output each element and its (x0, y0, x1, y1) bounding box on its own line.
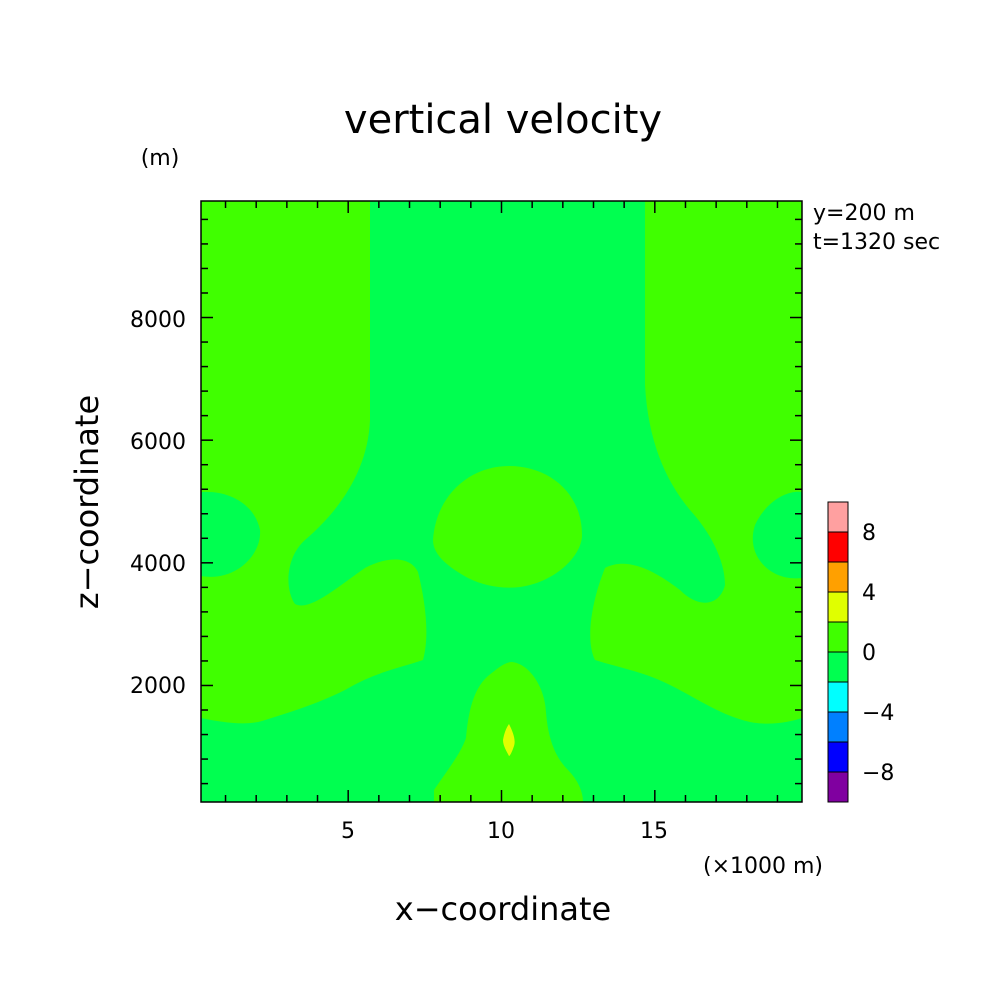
colorbar-swatch (827, 681, 849, 713)
annotation-y: y=200 m (813, 201, 915, 226)
x-tick-label: 10 (487, 819, 515, 844)
colorbar-swatch (827, 501, 849, 533)
colorbar-swatch (827, 621, 849, 653)
colorbar-tick-label: 4 (862, 581, 876, 606)
colorbar-swatch (827, 741, 849, 773)
region-core (503, 724, 515, 756)
annotation-t: t=1320 sec (813, 230, 940, 255)
colorbar-swatch (827, 531, 849, 563)
y-axis-label: z−coordinate (68, 395, 106, 609)
y-tick-label: 2000 (130, 674, 186, 699)
x-tick-label: 15 (640, 819, 668, 844)
colorbar-tick-label: 8 (862, 521, 876, 546)
tick-marks (201, 201, 802, 802)
colorbar-swatch (827, 651, 849, 683)
colorbar-swatch (827, 561, 849, 593)
x-tick-label: 5 (341, 819, 355, 844)
x-tick-labels: 5 10 15 (341, 819, 668, 844)
colorbar-tick-label: −4 (862, 701, 894, 726)
y-unit-label: (m) (141, 146, 180, 171)
y-tick-labels: 2000 4000 6000 8000 (130, 308, 186, 699)
x-axis-label: x−coordinate (395, 890, 611, 928)
y-tick-label: 8000 (130, 308, 186, 333)
plot-area (200, 200, 803, 803)
colorbar-swatch (827, 771, 849, 803)
region-central-dome (433, 466, 582, 588)
region-left-upper (201, 201, 427, 724)
region-right-upper (590, 201, 802, 724)
colorbar-tick-label: −8 (862, 761, 894, 786)
x-unit-label: (×1000 m) (703, 854, 823, 879)
colorbar: 8 4 0 −4 −8 (827, 501, 894, 803)
chart-title: vertical velocity (344, 97, 662, 143)
colorbar-swatch (827, 591, 849, 623)
y-tick-label: 6000 (130, 430, 186, 455)
colorbar-tick-label: 0 (862, 641, 876, 666)
y-tick-label: 4000 (130, 552, 186, 577)
colorbar-swatch (827, 711, 849, 743)
